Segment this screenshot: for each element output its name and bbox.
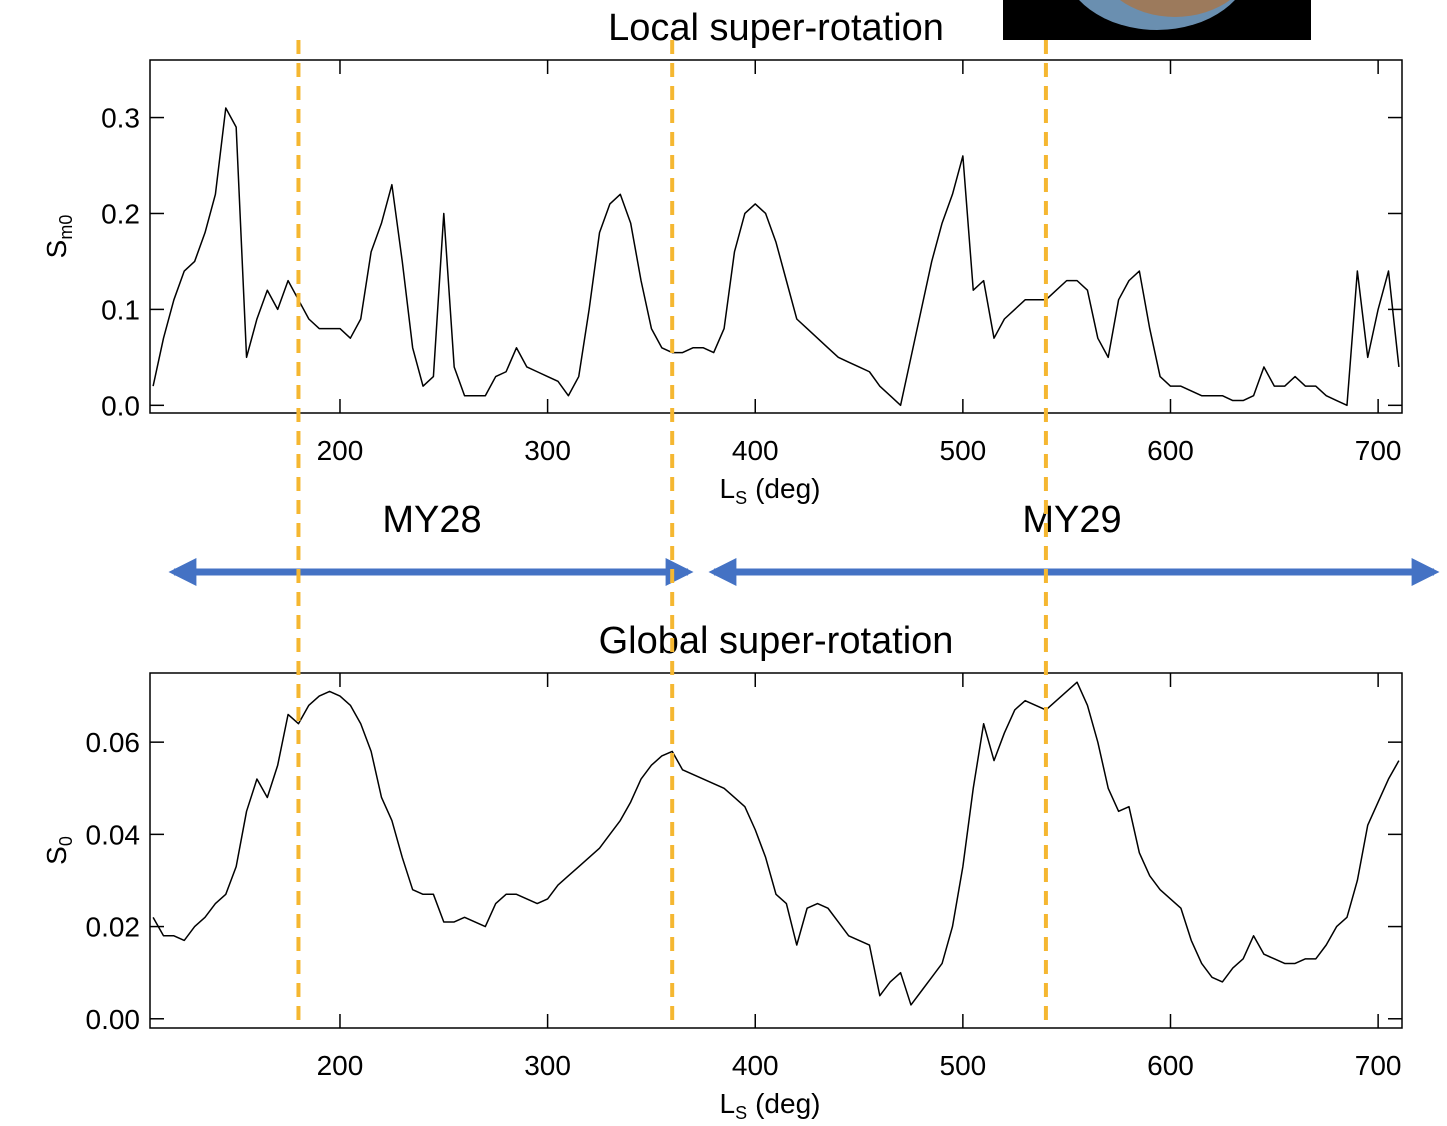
x-axis-label-main: L	[720, 1088, 736, 1119]
x-tick-label: 700	[1355, 1050, 1402, 1081]
x-axis-label-sub: S	[735, 488, 747, 508]
y-tick-label: 0.02	[86, 912, 141, 943]
x-tick-label: 200	[317, 1050, 364, 1081]
x-axis-label-unit: (deg)	[755, 1088, 820, 1119]
x-tick-label: 200	[317, 435, 364, 466]
x-tick-label: 300	[524, 435, 571, 466]
chart-title: Global super-rotation	[599, 620, 954, 662]
x-tick-label: 400	[732, 435, 779, 466]
y-axis-label-main: S	[41, 846, 72, 865]
era-label: MY28	[382, 499, 481, 541]
y-axis-label: Sm0	[41, 215, 76, 259]
x-tick-label: 300	[524, 1050, 571, 1081]
y-tick-label: 0.3	[101, 103, 140, 134]
x-axis-label: LS (deg)	[720, 473, 821, 508]
x-tick-label: 600	[1147, 1050, 1194, 1081]
y-axis-label-sub: m0	[56, 215, 76, 240]
y-tick-label: 0.2	[101, 198, 140, 229]
x-tick-label: 500	[940, 435, 987, 466]
plot-frame	[149, 59, 1403, 414]
y-axis-label-main: S	[41, 240, 72, 259]
y-tick-label: 0.0	[101, 390, 140, 421]
x-tick-label: 700	[1355, 435, 1402, 466]
x-axis-label: LS (deg)	[720, 1088, 821, 1123]
x-axis-label-main: L	[720, 473, 736, 504]
plot-frame	[149, 672, 1403, 1029]
planet-image	[1003, 0, 1311, 40]
y-tick-label: 0.06	[86, 727, 141, 758]
y-axis-label: S0	[41, 836, 76, 865]
x-tick-label: 500	[940, 1050, 987, 1081]
x-tick-label: 600	[1147, 435, 1194, 466]
x-tick-label: 400	[732, 1050, 779, 1081]
y-tick-label: 0.00	[86, 1004, 141, 1035]
chart: Local super-rotation 0.0 0.1 0.2 0.3 200 300 40…	[41, 7, 1403, 508]
x-axis-label-unit: (deg)	[755, 473, 820, 504]
y-axis-label-sub: 0	[56, 836, 76, 846]
chart-title: Local super-rotation	[608, 7, 944, 49]
data-line	[152, 681, 1400, 1006]
chart: Global super-rotation 0.00 0.02 0.04 0.06 200…	[41, 620, 1403, 1123]
y-tick-label: 0.04	[86, 819, 141, 850]
era-label: MY29	[1022, 499, 1121, 541]
x-axis-label-sub: S	[735, 1103, 747, 1123]
y-tick-label: 0.1	[101, 294, 140, 325]
data-line	[152, 107, 1400, 407]
